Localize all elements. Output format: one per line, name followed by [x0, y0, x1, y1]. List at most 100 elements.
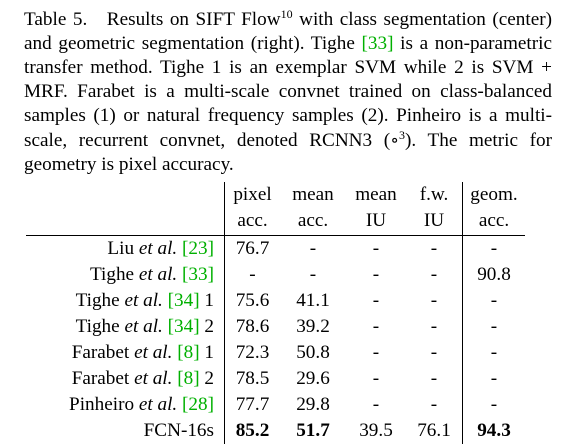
value-cell: 50.8: [296, 342, 330, 363]
method-etal: et al.: [138, 238, 178, 259]
caption-text-1: Results on SIFT Flow: [106, 9, 281, 30]
circ-superscript: 3: [399, 128, 406, 142]
table-caption: Table 5. Results on SIFT Flow10 with cla…: [24, 8, 552, 177]
header-acc-3: acc.: [462, 208, 525, 236]
citation-link[interactable]: [34]: [167, 316, 200, 337]
header-fw-iu: f.w.: [419, 184, 449, 205]
value-cell: 39.2: [296, 316, 330, 337]
table-row: Tighe et al. [33] - - - - 90.8: [26, 262, 525, 288]
header-pixel: pixel: [233, 184, 272, 205]
value-cell: -: [372, 316, 380, 337]
value-cell: 29.8: [296, 394, 330, 415]
citation-link[interactable]: [33]: [182, 264, 214, 285]
citation-link[interactable]: [28]: [182, 394, 214, 415]
header-acc-2: acc.: [297, 210, 329, 231]
method-cell: FCN-16s: [26, 418, 225, 444]
header-row-2: acc. acc. IU IU acc.: [26, 208, 525, 236]
value-cell: -: [430, 316, 438, 337]
method-cell: Liu et al. [23]: [26, 235, 225, 262]
method-cell: Tighe et al. [33]: [26, 262, 225, 288]
method-cell: Farabet et al. [8] 1: [26, 340, 225, 366]
value-cell: 29.6: [296, 368, 330, 389]
method-cell: Tighe et al. [34] 2: [26, 314, 225, 340]
table-row: Tighe et al. [34] 1 75.6 41.1 - - -: [26, 288, 525, 314]
footnote-marker: 10: [280, 7, 293, 21]
method-name: Tighe: [89, 264, 135, 285]
table-row: Liu et al. [23] 76.7- - - -: [26, 235, 525, 262]
value-cell: -: [249, 264, 256, 285]
value-cell: -: [280, 235, 346, 262]
method-name: Tighe: [75, 316, 120, 337]
value-cell: -: [372, 264, 380, 285]
header-iu-1: IU: [365, 210, 387, 231]
method-name: Liu: [107, 238, 135, 259]
value-cell: -: [462, 235, 525, 262]
value-cell: -: [462, 288, 525, 314]
citation-link[interactable]: [33]: [361, 33, 394, 54]
value-cell: 77.7: [235, 394, 270, 415]
header-geom: geom.: [462, 182, 525, 208]
citation-link[interactable]: [23]: [182, 238, 214, 259]
method-variant: 2: [199, 368, 214, 389]
citation-link[interactable]: [8]: [177, 368, 200, 389]
method-cell: Farabet et al. [8] 2: [26, 366, 225, 392]
value-cell: 72.3: [235, 342, 270, 363]
value-cell: -: [406, 235, 463, 262]
value-cell: 78.6: [235, 316, 270, 337]
value-cell: -: [430, 394, 438, 415]
value-cell: 76.7: [224, 235, 280, 262]
value-cell: -: [462, 392, 525, 418]
method-etal: et al.: [138, 394, 178, 415]
value-cell: 76.1: [417, 420, 451, 441]
value-cell: -: [430, 342, 438, 363]
value-cell: -: [430, 290, 438, 311]
circ-symbol: ∘: [390, 130, 400, 150]
method-variant: 2: [199, 316, 214, 337]
method-etal: et al.: [134, 342, 173, 363]
citation-link[interactable]: [8]: [177, 342, 200, 363]
method-name: Tighe: [75, 290, 120, 311]
value-cell: -: [430, 264, 438, 285]
method-name: Pinheiro: [69, 394, 135, 415]
value-cell: 75.6: [235, 290, 270, 311]
header-row-1: pixel mean mean f.w. geom.: [26, 182, 525, 208]
value-cell: 51.7: [296, 420, 330, 441]
value-cell: 78.5: [235, 368, 270, 389]
caption-paren: (: [372, 130, 391, 151]
value-cell: -: [372, 394, 380, 415]
table-row: Pinheiro et al. [28] 77.7 29.8 - - -: [26, 392, 525, 418]
value-cell: -: [462, 314, 525, 340]
method-name: Farabet: [71, 368, 130, 389]
method-cell: Pinheiro et al. [28]: [26, 392, 225, 418]
value-cell: 85.2: [235, 420, 270, 441]
method-etal: et al.: [134, 368, 173, 389]
caption-text-4: ). The metric for geometry is pixel accu…: [24, 130, 553, 175]
table-row: Farabet et al. [8] 2 78.5 29.6 - - -: [26, 366, 525, 392]
value-cell: 39.5: [359, 420, 393, 441]
results-body: Liu et al. [23] 76.7- - - - Tighe et al. [33]…: [26, 235, 525, 444]
citation-link[interactable]: [34]: [167, 290, 200, 311]
value-cell: -: [309, 264, 317, 285]
caption-text-3: is a non-parametric transfer method. Tig…: [24, 33, 552, 151]
caption-label: Table 5.: [24, 9, 88, 30]
method-name: Farabet: [71, 342, 130, 363]
header-mean-acc: mean: [292, 184, 334, 205]
rcnn-subscript: 3: [362, 130, 373, 151]
value-cell: -: [372, 368, 380, 389]
value-cell: -: [462, 366, 525, 392]
method-variant: 1: [199, 342, 214, 363]
table-row: Farabet et al. [8] 1 72.3 50.8 - - -: [26, 340, 525, 366]
header-iu-2: IU: [423, 210, 445, 231]
rcnn-name: RCNN: [309, 130, 363, 151]
value-cell: -: [372, 290, 380, 311]
value-cell: 94.3: [462, 418, 525, 444]
header-mean-iu: mean: [355, 184, 397, 205]
method-etal: et al.: [138, 264, 178, 285]
method-etal: et al.: [124, 290, 163, 311]
value-cell: 90.8: [462, 262, 525, 288]
results-table: pixel mean mean f.w. geom. acc. acc. IU …: [26, 182, 525, 444]
value-cell: -: [462, 340, 525, 366]
value-cell: -: [346, 235, 406, 262]
method-variant: 1: [199, 290, 214, 311]
